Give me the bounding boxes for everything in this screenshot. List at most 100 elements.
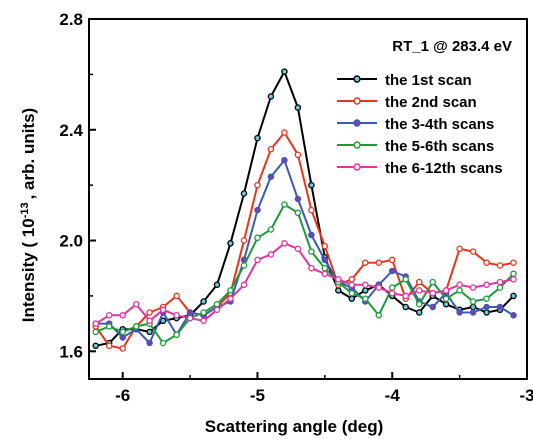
data-point bbox=[348, 289, 356, 297]
data-point bbox=[186, 309, 194, 316]
data-point bbox=[240, 190, 248, 197]
data-point bbox=[92, 328, 99, 336]
data-point bbox=[335, 276, 342, 283]
data-point bbox=[254, 256, 261, 264]
y-axis-label-exponent: -13 bbox=[19, 202, 31, 218]
data-point bbox=[469, 309, 477, 316]
data-point bbox=[483, 303, 490, 311]
data-point bbox=[267, 173, 275, 181]
data-point bbox=[92, 320, 99, 327]
data-point bbox=[456, 287, 463, 294]
x-tick-label: -6 bbox=[115, 386, 130, 405]
data-point bbox=[294, 209, 302, 217]
data-point bbox=[281, 156, 288, 164]
data-point bbox=[173, 292, 180, 300]
data-point bbox=[429, 278, 436, 286]
legend-label: the 5-6th scans bbox=[385, 138, 494, 155]
data-point bbox=[308, 264, 315, 272]
data-point bbox=[402, 276, 409, 283]
data-point bbox=[348, 276, 356, 283]
data-point bbox=[159, 339, 167, 347]
plot-frame bbox=[88, 18, 528, 380]
data-point bbox=[227, 295, 234, 302]
data-point bbox=[92, 342, 99, 350]
data-point bbox=[240, 281, 248, 289]
legend-entry: the 1st scan bbox=[337, 72, 472, 89]
data-point bbox=[132, 323, 140, 330]
data-point bbox=[254, 134, 261, 142]
legend-marker bbox=[353, 119, 361, 127]
data-point bbox=[227, 287, 234, 294]
data-point bbox=[362, 295, 369, 302]
data-point bbox=[105, 312, 113, 319]
data-point bbox=[469, 284, 477, 291]
data-point bbox=[213, 300, 221, 308]
data-point bbox=[375, 259, 383, 266]
series-line bbox=[95, 242, 514, 325]
data-point bbox=[173, 331, 180, 338]
data-point bbox=[415, 300, 423, 308]
data-point bbox=[456, 245, 463, 253]
plot-layer bbox=[92, 68, 517, 352]
data-point bbox=[213, 306, 221, 314]
y-axis-label-main: Intensity ( 10 bbox=[19, 218, 38, 322]
data-point bbox=[469, 298, 477, 305]
data-point bbox=[308, 206, 315, 214]
data-point bbox=[402, 292, 409, 300]
series-5 bbox=[92, 240, 517, 327]
data-point bbox=[362, 259, 369, 266]
data-point bbox=[496, 278, 504, 286]
data-point bbox=[281, 68, 288, 75]
legend-marker bbox=[353, 97, 361, 105]
data-point bbox=[281, 240, 288, 247]
legend-label: the 6-12th scans bbox=[385, 160, 503, 177]
data-point bbox=[442, 295, 450, 302]
data-point bbox=[362, 281, 369, 289]
data-point bbox=[415, 287, 423, 294]
data-point bbox=[119, 334, 126, 341]
data-point bbox=[510, 312, 517, 319]
data-point bbox=[254, 181, 261, 189]
x-tick-label: -4 bbox=[385, 386, 401, 405]
data-point bbox=[281, 129, 288, 136]
data-point bbox=[267, 251, 275, 258]
legend-label: the 1st scan bbox=[385, 72, 472, 89]
data-point bbox=[375, 284, 383, 291]
data-point bbox=[267, 226, 275, 233]
data-point bbox=[132, 300, 140, 308]
data-point bbox=[254, 234, 261, 242]
legend-marker bbox=[353, 75, 361, 83]
data-point bbox=[200, 298, 207, 305]
legend-marker bbox=[353, 163, 361, 171]
chart-annotation: RT_1 @ 283.4 eV bbox=[392, 38, 512, 55]
legend-label: the 3-4th scans bbox=[385, 116, 494, 133]
y-tick-label: 2.0 bbox=[59, 232, 83, 251]
data-point bbox=[362, 287, 369, 294]
legend-entry: the 2nd scan bbox=[337, 94, 477, 111]
data-point bbox=[321, 256, 329, 264]
data-point bbox=[456, 309, 463, 316]
data-point bbox=[335, 287, 342, 294]
data-point bbox=[227, 240, 234, 247]
data-point bbox=[510, 270, 517, 278]
data-point bbox=[146, 339, 153, 347]
data-point bbox=[429, 303, 436, 311]
data-point bbox=[469, 248, 477, 255]
y-axis-label: Intensity ( 10-13 , arb. units) bbox=[19, 108, 38, 322]
data-point bbox=[240, 237, 248, 244]
data-point bbox=[388, 256, 396, 264]
data-point bbox=[308, 248, 315, 255]
data-point bbox=[483, 281, 490, 289]
data-point bbox=[469, 303, 477, 311]
y-tick-label: 2.4 bbox=[59, 121, 83, 140]
data-point bbox=[415, 309, 423, 316]
legend-entry: the 6-12th scans bbox=[337, 160, 503, 177]
data-point bbox=[146, 309, 153, 316]
data-point bbox=[510, 259, 517, 266]
data-point bbox=[105, 342, 113, 350]
data-point bbox=[456, 281, 463, 289]
legend-entry: the 5-6th scans bbox=[337, 138, 494, 155]
legend-entry: the 3-4th scans bbox=[337, 116, 494, 133]
data-point bbox=[442, 300, 450, 308]
